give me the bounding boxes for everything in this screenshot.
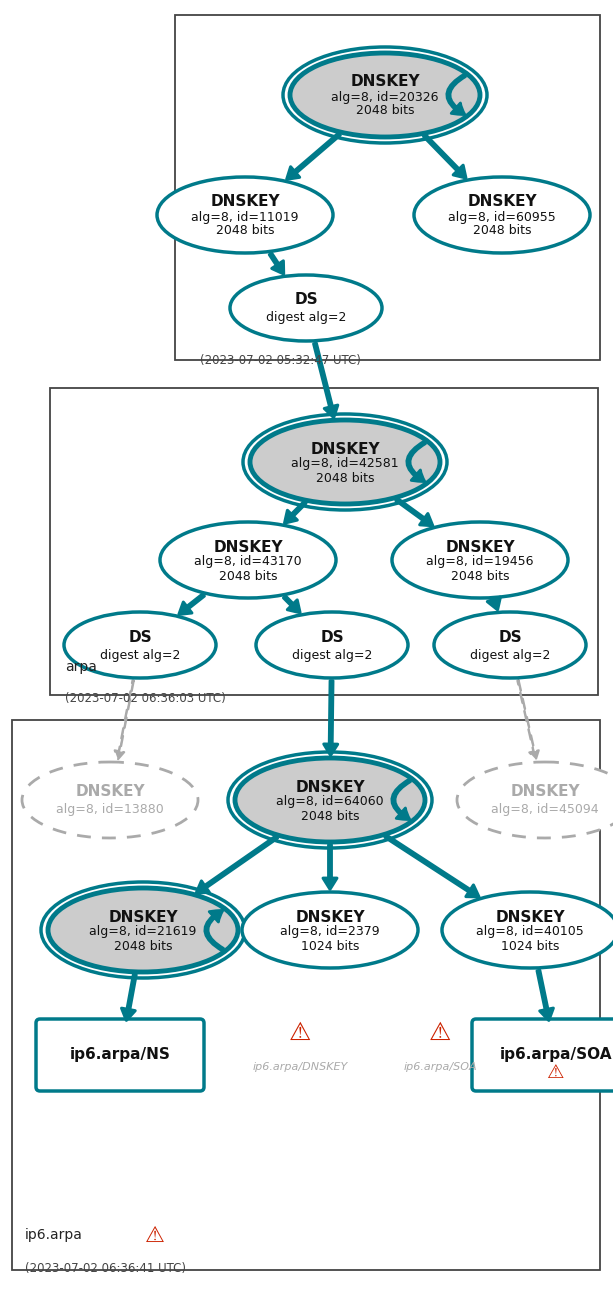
Text: DNSKEY: DNSKEY xyxy=(213,540,283,554)
Text: 2048 bits: 2048 bits xyxy=(114,939,172,952)
Text: ⚠: ⚠ xyxy=(289,1021,311,1045)
Text: digest alg=2: digest alg=2 xyxy=(470,649,550,662)
FancyBboxPatch shape xyxy=(36,1019,204,1090)
Text: arpa: arpa xyxy=(65,660,97,674)
Text: DS: DS xyxy=(294,292,318,307)
Ellipse shape xyxy=(64,612,216,678)
FancyArrowPatch shape xyxy=(121,974,136,1021)
FancyArrowPatch shape xyxy=(392,779,411,819)
Text: alg=8, id=43170: alg=8, id=43170 xyxy=(194,556,302,568)
FancyArrowPatch shape xyxy=(407,441,425,482)
Text: alg=8, id=20326: alg=8, id=20326 xyxy=(331,90,439,103)
Text: ⚠: ⚠ xyxy=(547,1063,565,1083)
Text: 2048 bits: 2048 bits xyxy=(473,225,531,238)
Text: DNSKEY: DNSKEY xyxy=(445,540,515,554)
FancyArrowPatch shape xyxy=(179,594,204,615)
Text: 2048 bits: 2048 bits xyxy=(356,105,414,118)
FancyArrowPatch shape xyxy=(284,501,306,523)
FancyArrowPatch shape xyxy=(205,911,224,951)
Text: DNSKEY: DNSKEY xyxy=(295,910,365,925)
Ellipse shape xyxy=(48,888,238,972)
FancyArrowPatch shape xyxy=(447,74,466,115)
Ellipse shape xyxy=(160,522,336,598)
Text: 2048 bits: 2048 bits xyxy=(301,810,359,823)
Text: digest alg=2: digest alg=2 xyxy=(100,649,180,662)
Text: DNSKEY: DNSKEY xyxy=(350,75,420,89)
Ellipse shape xyxy=(414,177,590,253)
Text: 1024 bits: 1024 bits xyxy=(501,939,559,952)
Text: alg=8, id=40105: alg=8, id=40105 xyxy=(476,925,584,938)
Ellipse shape xyxy=(442,891,613,968)
Text: digest alg=2: digest alg=2 xyxy=(292,649,372,662)
FancyArrowPatch shape xyxy=(287,133,340,180)
Text: DNSKEY: DNSKEY xyxy=(295,779,365,795)
Text: alg=8, id=2379: alg=8, id=2379 xyxy=(280,925,380,938)
Text: ⚠: ⚠ xyxy=(429,1021,451,1045)
FancyArrowPatch shape xyxy=(314,344,338,417)
Text: ip6.arpa/SOA: ip6.arpa/SOA xyxy=(403,1062,477,1072)
Ellipse shape xyxy=(290,53,480,137)
Text: ⚠: ⚠ xyxy=(145,1226,165,1245)
Ellipse shape xyxy=(392,522,568,598)
Ellipse shape xyxy=(256,612,408,678)
FancyBboxPatch shape xyxy=(472,1019,613,1090)
Text: 2048 bits: 2048 bits xyxy=(316,472,375,484)
Text: alg=8, id=21619: alg=8, id=21619 xyxy=(89,925,197,938)
Text: 2048 bits: 2048 bits xyxy=(451,570,509,583)
Ellipse shape xyxy=(235,758,425,842)
Text: 2048 bits: 2048 bits xyxy=(216,225,274,238)
Text: alg=8, id=42581: alg=8, id=42581 xyxy=(291,457,399,470)
Text: 1024 bits: 1024 bits xyxy=(301,939,359,952)
Ellipse shape xyxy=(157,177,333,253)
FancyArrowPatch shape xyxy=(396,499,433,526)
Text: ip6.arpa/NS: ip6.arpa/NS xyxy=(69,1048,170,1062)
FancyArrowPatch shape xyxy=(324,681,338,756)
Text: ip6.arpa/SOA: ip6.arpa/SOA xyxy=(500,1048,612,1062)
FancyArrowPatch shape xyxy=(385,835,479,897)
Text: (2023-07-02 05:32:47 UTC): (2023-07-02 05:32:47 UTC) xyxy=(200,354,361,367)
Text: DNSKEY: DNSKEY xyxy=(467,195,537,209)
Text: alg=8, id=13880: alg=8, id=13880 xyxy=(56,804,164,817)
Text: DNSKEY: DNSKEY xyxy=(310,442,380,456)
Text: DNSKEY: DNSKEY xyxy=(210,195,280,209)
Text: alg=8, id=19456: alg=8, id=19456 xyxy=(426,556,534,568)
FancyArrowPatch shape xyxy=(487,597,500,610)
Text: digest alg=2: digest alg=2 xyxy=(266,311,346,324)
Text: DNSKEY: DNSKEY xyxy=(510,784,580,800)
Ellipse shape xyxy=(242,891,418,968)
Text: alg=8, id=11019: alg=8, id=11019 xyxy=(191,211,299,224)
Text: alg=8, id=45094: alg=8, id=45094 xyxy=(491,804,599,817)
Text: (2023-07-02 06:36:03 UTC): (2023-07-02 06:36:03 UTC) xyxy=(65,693,226,705)
Text: alg=8, id=60955: alg=8, id=60955 xyxy=(448,211,556,224)
FancyArrowPatch shape xyxy=(517,681,539,760)
Text: alg=8, id=64060: alg=8, id=64060 xyxy=(276,796,384,809)
Ellipse shape xyxy=(434,612,586,678)
Text: DNSKEY: DNSKEY xyxy=(495,910,565,925)
Ellipse shape xyxy=(230,275,382,341)
FancyArrowPatch shape xyxy=(323,845,337,889)
Text: DS: DS xyxy=(498,629,522,645)
Text: DS: DS xyxy=(128,629,152,645)
FancyArrowPatch shape xyxy=(269,253,284,274)
Text: DNSKEY: DNSKEY xyxy=(75,784,145,800)
FancyArrowPatch shape xyxy=(424,134,466,178)
Text: ip6.arpa/DNSKEY: ip6.arpa/DNSKEY xyxy=(253,1062,348,1072)
Ellipse shape xyxy=(22,762,198,839)
Text: ip6.arpa: ip6.arpa xyxy=(25,1227,83,1242)
FancyArrowPatch shape xyxy=(283,596,300,612)
Text: DS: DS xyxy=(320,629,344,645)
Text: (2023-07-02 06:36:41 UTC): (2023-07-02 06:36:41 UTC) xyxy=(25,1262,186,1275)
FancyArrowPatch shape xyxy=(196,836,278,893)
FancyArrowPatch shape xyxy=(537,970,554,1021)
Text: DNSKEY: DNSKEY xyxy=(108,910,178,925)
FancyArrowPatch shape xyxy=(115,681,134,760)
Text: 2048 bits: 2048 bits xyxy=(219,570,277,583)
Ellipse shape xyxy=(250,420,440,504)
Ellipse shape xyxy=(457,762,613,839)
